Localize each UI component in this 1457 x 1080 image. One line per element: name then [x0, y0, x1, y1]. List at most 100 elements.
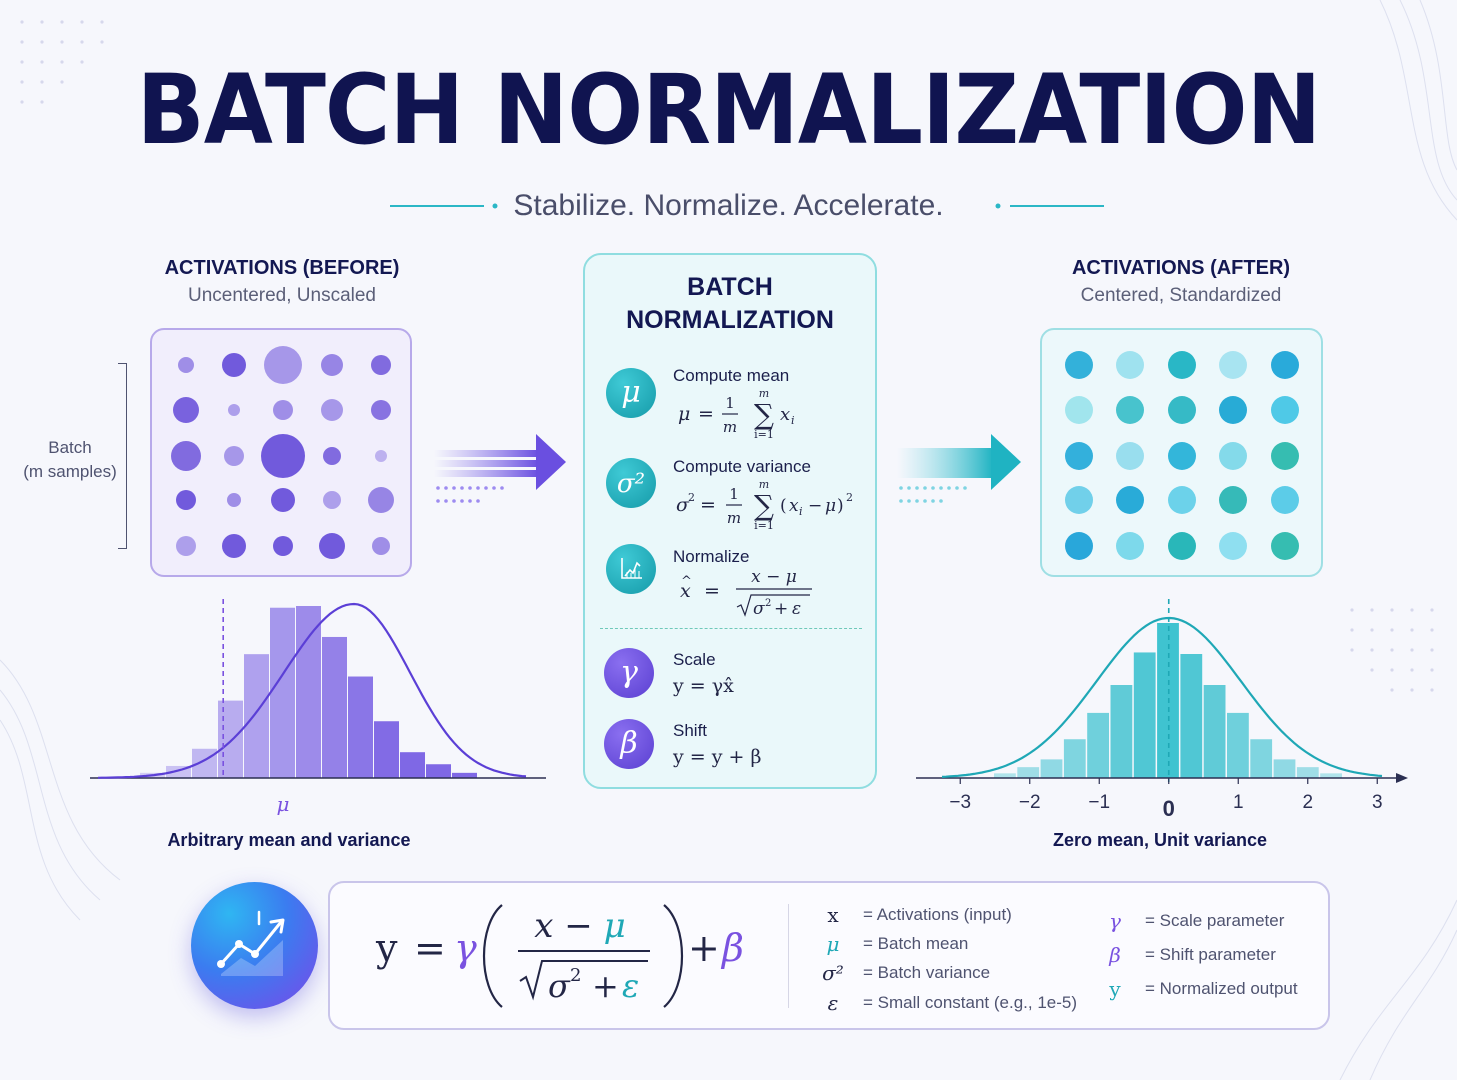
after-activation-dot: [1219, 486, 1247, 514]
after-activations-grid: [1040, 328, 1323, 577]
legend-description: = Small constant (e.g., 1e-5): [863, 993, 1078, 1012]
svg-text:σ: σ: [676, 494, 690, 516]
before-activation-dot: [222, 534, 246, 558]
after-histogram-bar: [1017, 767, 1040, 778]
step-normalize-label: Normalize: [673, 547, 750, 566]
after-histogram-bar: [1110, 685, 1133, 778]
svg-text:+: +: [774, 599, 788, 619]
svg-text:μ: μ: [825, 496, 836, 516]
after-activation-dot: [1065, 532, 1093, 560]
svg-text:x: x: [680, 580, 691, 602]
before-histogram: [90, 599, 546, 779]
after-activation-dot: [1065, 396, 1093, 424]
legend-symbol: β: [1109, 943, 1121, 967]
after-activation-dot: [1168, 532, 1196, 560]
svg-text:+: +: [592, 967, 619, 1005]
svg-text:i=1: i=1: [754, 428, 774, 441]
after-histogram-bar: [1296, 767, 1319, 778]
before-activation-dot: [323, 447, 341, 465]
legend-description: = Activations (input): [863, 905, 1012, 924]
main-formula: y = γ x − μ σ 2 + ε + β: [375, 904, 744, 1008]
before-activation-dot: [375, 450, 387, 462]
before-histogram-bar: [322, 636, 347, 778]
after-activation-dot: [1219, 396, 1247, 424]
before-activation-dot: [372, 537, 390, 555]
sigma-squared-symbol: σ²: [616, 469, 646, 499]
svg-text:μ: μ: [678, 403, 690, 425]
svg-text:2: 2: [688, 491, 695, 504]
arrow-right-teal-icon: [897, 434, 1021, 503]
svg-text:y: y: [375, 926, 398, 970]
step-scale-label: Scale: [673, 650, 716, 669]
after-histogram-bar: [1087, 712, 1109, 778]
after-activation-dot: [1116, 532, 1144, 560]
after-axis-tick-label: 0: [1162, 796, 1175, 821]
after-axis-tick-label: 2: [1302, 792, 1314, 813]
batch-norm-panel-title: BATCH NORMALIZATION: [626, 273, 834, 334]
legend-symbol: μ: [826, 932, 840, 956]
batch-norm-panel: [583, 253, 877, 789]
svg-text:i=1: i=1: [754, 519, 774, 532]
after-histogram-bar: [994, 773, 1016, 778]
svg-text:m: m: [759, 387, 769, 400]
after-activation-dot: [1065, 486, 1093, 514]
before-histogram-bar: [348, 676, 373, 778]
steps-divider: [600, 628, 862, 629]
before-activation-dot: [371, 355, 391, 375]
svg-text:2: 2: [846, 491, 853, 504]
after-activation-dot: [1065, 442, 1093, 470]
svg-text:=: =: [700, 494, 716, 516]
page-subtitle: Stabilize. Normalize. Accelerate.: [513, 189, 944, 222]
before-histogram-bar: [296, 606, 321, 778]
svg-text:ε: ε: [792, 599, 801, 619]
after-activation-dot: [1271, 396, 1299, 424]
formula-card: [328, 881, 1330, 1030]
before-activation-dot: [176, 536, 196, 556]
after-activation-dot: [1219, 351, 1247, 379]
after-histogram: [916, 599, 1408, 784]
normalize-chart-icon: [606, 544, 656, 594]
svg-text:x: x: [780, 404, 790, 425]
legend-description: = Shift parameter: [1145, 945, 1276, 964]
svg-text:i: i: [799, 505, 803, 518]
before-activation-dot: [173, 397, 199, 423]
after-activation-dot: [1168, 351, 1196, 379]
svg-text:−: −: [808, 496, 822, 516]
after-activation-dot: [1116, 442, 1144, 470]
before-activation-dot: [273, 400, 293, 420]
sigma-squared-icon: σ²: [606, 458, 656, 508]
after-caption: Zero mean, Unit variance: [1052, 830, 1268, 850]
before-distribution-curve: [97, 602, 527, 779]
svg-text:=: =: [704, 580, 720, 602]
before-histogram-bar: [244, 654, 269, 778]
svg-text:x: x: [789, 496, 799, 516]
svg-text:i: i: [791, 414, 795, 427]
after-axis-tick-label: −3: [949, 792, 972, 813]
before-histogram-bar: [218, 700, 243, 778]
scale-formula: y = γx̂: [673, 675, 734, 697]
before-histogram-bar: [452, 772, 477, 778]
before-activation-dot: [176, 490, 196, 510]
after-axis-tick-label: −2: [1018, 792, 1041, 813]
after-activation-dot: [1219, 442, 1247, 470]
step-compute-variance-label: Compute variance: [673, 457, 811, 476]
before-mean-label: μ: [276, 792, 290, 816]
after-activation-dot: [1168, 486, 1196, 514]
svg-text:m: m: [759, 478, 769, 491]
legend-symbol: y: [1109, 977, 1121, 1001]
svg-text:x − μ: x − μ: [534, 906, 625, 946]
after-activation-dot: [1271, 442, 1299, 470]
before-activation-dot: [273, 536, 293, 556]
before-activation-dot: [261, 434, 305, 478]
svg-text:σ: σ: [753, 599, 765, 619]
before-activation-dot: [321, 354, 343, 376]
after-heading: ACTIVATIONS (AFTER): [1071, 257, 1291, 279]
svg-text:(: (: [780, 496, 787, 516]
after-header: ACTIVATIONS (AFTER) Centered, Standardiz…: [1031, 255, 1331, 309]
svg-text:∑: ∑: [754, 489, 774, 522]
svg-text:m: m: [723, 418, 737, 436]
step-compute-mean-label: Compute mean: [673, 366, 790, 385]
svg-text:m: m: [727, 509, 741, 527]
after-subheading: Centered, Standardized: [1080, 285, 1282, 306]
after-histogram-bar: [1040, 759, 1063, 778]
